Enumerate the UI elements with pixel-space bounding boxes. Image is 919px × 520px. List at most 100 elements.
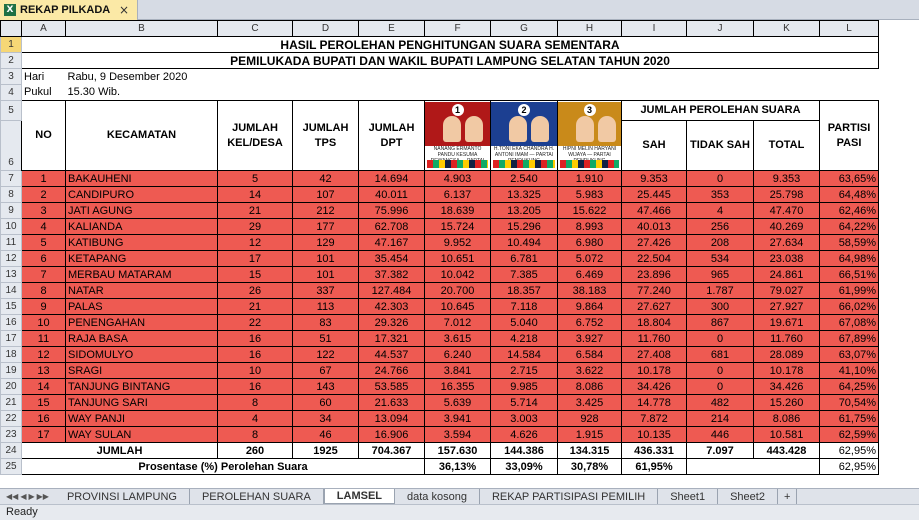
cell-kel-desa[interactable]: 15	[217, 266, 293, 283]
cell-no[interactable]: 12	[21, 346, 66, 363]
cell-dpt[interactable]: 62.708	[358, 218, 425, 235]
row-header[interactable]: 25	[0, 458, 22, 475]
cell-candidate-1[interactable]: 6.240	[424, 346, 491, 363]
total-tps[interactable]: 1925	[292, 442, 359, 459]
total-candidate-2[interactable]: 144.386	[490, 442, 558, 459]
cell-total[interactable]: 40.269	[753, 218, 820, 235]
cell-kel-desa[interactable]: 8	[217, 394, 293, 411]
cell-kecamatan[interactable]: TANJUNG BINTANG	[65, 378, 218, 395]
empty-cell[interactable]	[686, 458, 820, 475]
cell-candidate-3[interactable]: 3.425	[557, 394, 622, 411]
cell-candidate-2[interactable]: 18.357	[490, 282, 558, 299]
cell-tps[interactable]: 113	[292, 298, 359, 315]
total-partisipasi[interactable]: 62,95%	[819, 442, 879, 459]
cell-candidate-1[interactable]: 18.639	[424, 202, 491, 219]
cell-partisipasi[interactable]: 58,59%	[819, 234, 879, 251]
column-header-b[interactable]: B	[65, 20, 218, 37]
pukul-value[interactable]: 15.30 Wib.	[67, 86, 121, 99]
row-header[interactable]: 3	[0, 68, 22, 85]
cell-partisipasi[interactable]: 63,07%	[819, 346, 879, 363]
cell-tps[interactable]: 177	[292, 218, 359, 235]
sheet-title[interactable]: HASIL PEROLEHAN PENGHITUNGAN SUARA SEMEN…	[21, 36, 879, 53]
cell-candidate-1[interactable]: 9.952	[424, 234, 491, 251]
sheet-tab[interactable]: PROVINSI LAMPUNG	[55, 489, 190, 504]
cell-tps[interactable]: 101	[292, 250, 359, 267]
candidate-2-photo[interactable]: 2 H.TONI EKA CHANDRA H. ANTONI IMAM — PAR…	[490, 100, 558, 171]
cell-kecamatan[interactable]: KATIBUNG	[65, 234, 218, 251]
cell-kecamatan[interactable]: TANJUNG SARI	[65, 394, 218, 411]
cell-candidate-3[interactable]: 1.915	[557, 426, 622, 443]
cell-kecamatan[interactable]: JATI AGUNG	[65, 202, 218, 219]
cell-partisipasi[interactable]: 64,22%	[819, 218, 879, 235]
row-header[interactable]: 1	[0, 36, 22, 53]
cell-no[interactable]: 9	[21, 298, 66, 315]
column-header-k[interactable]: K	[753, 20, 820, 37]
cell-no[interactable]: 1	[21, 170, 66, 187]
cell-sah[interactable]: 27.627	[621, 298, 687, 315]
cell-tidak-sah[interactable]: 353	[686, 186, 754, 203]
total-kel-desa[interactable]: 260	[217, 442, 293, 459]
cell-kecamatan[interactable]: PALAS	[65, 298, 218, 315]
sheet-subtitle[interactable]: PEMILUKADA BUPATI DAN WAKIL BUPATI LAMPU…	[21, 52, 879, 69]
cell-candidate-1[interactable]: 10.042	[424, 266, 491, 283]
row-header[interactable]: 21	[0, 394, 22, 411]
cell-candidate-3[interactable]: 928	[557, 410, 622, 427]
cell-candidate-2[interactable]: 6.781	[490, 250, 558, 267]
cell-sah[interactable]: 11.760	[621, 330, 687, 347]
total-total[interactable]: 443.428	[753, 442, 820, 459]
cell-no[interactable]: 13	[21, 362, 66, 379]
cell-dpt[interactable]: 35.454	[358, 250, 425, 267]
next-sheet-icon[interactable]: ▶	[28, 491, 35, 501]
header-tidak-sah[interactable]: TIDAK SAH	[686, 120, 754, 171]
cell-sah[interactable]: 27.408	[621, 346, 687, 363]
cell-no[interactable]: 14	[21, 378, 66, 395]
cell-kecamatan[interactable]: BAKAUHENI	[65, 170, 218, 187]
header-jumlah-kel-desa[interactable]: JUMLAH KEL/DESA	[217, 100, 293, 171]
cell-candidate-2[interactable]: 2.715	[490, 362, 558, 379]
sheet-tab[interactable]: LAMSEL	[323, 489, 396, 504]
cell-tps[interactable]: 101	[292, 266, 359, 283]
cell-partisipasi[interactable]: 67,08%	[819, 314, 879, 331]
cell-tidak-sah[interactable]: 256	[686, 218, 754, 235]
cell-candidate-2[interactable]: 10.494	[490, 234, 558, 251]
row-header[interactable]: 17	[0, 330, 22, 347]
cell-no[interactable]: 2	[21, 186, 66, 203]
cell-tps[interactable]: 46	[292, 426, 359, 443]
cell-kecamatan[interactable]: KETAPANG	[65, 250, 218, 267]
cell-kel-desa[interactable]: 12	[217, 234, 293, 251]
column-header-c[interactable]: C	[217, 20, 293, 37]
totals-label[interactable]: JUMLAH	[21, 442, 218, 459]
cell-candidate-3[interactable]: 5.072	[557, 250, 622, 267]
cell-kecamatan[interactable]: CANDIPURO	[65, 186, 218, 203]
cell-tps[interactable]: 60	[292, 394, 359, 411]
cell-kecamatan[interactable]: SIDOMULYO	[65, 346, 218, 363]
cell-candidate-2[interactable]: 4.626	[490, 426, 558, 443]
cell-tps[interactable]: 42	[292, 170, 359, 187]
cell-dpt[interactable]: 37.382	[358, 266, 425, 283]
cell-sah[interactable]: 47.466	[621, 202, 687, 219]
cell-candidate-3[interactable]: 8.086	[557, 378, 622, 395]
column-header-e[interactable]: E	[358, 20, 425, 37]
cell-kecamatan[interactable]: RAJA BASA	[65, 330, 218, 347]
cell-tidak-sah[interactable]: 300	[686, 298, 754, 315]
row-header[interactable]: 4	[0, 84, 22, 101]
column-header-h[interactable]: H	[557, 20, 622, 37]
cell-candidate-2[interactable]: 13.325	[490, 186, 558, 203]
cell-tidak-sah[interactable]: 867	[686, 314, 754, 331]
cell-sah[interactable]: 23.896	[621, 266, 687, 283]
cell-candidate-2[interactable]: 15.296	[490, 218, 558, 235]
total-sah[interactable]: 436.331	[621, 442, 687, 459]
cell-candidate-1[interactable]: 3.841	[424, 362, 491, 379]
cell-dpt[interactable]: 127.484	[358, 282, 425, 299]
first-sheet-icon[interactable]: ◀◀	[6, 491, 19, 501]
header-partisipasi[interactable]: PARTISI PASI	[819, 100, 879, 171]
cell-candidate-3[interactable]: 5.983	[557, 186, 622, 203]
cell-sah[interactable]: 25.445	[621, 186, 687, 203]
cell-tidak-sah[interactable]: 446	[686, 426, 754, 443]
percent-sah[interactable]: 61,95%	[621, 458, 687, 475]
cell-kel-desa[interactable]: 22	[217, 314, 293, 331]
cell-partisipasi[interactable]: 66,02%	[819, 298, 879, 315]
percent-label[interactable]: Prosentase (%) Perolehan Suara	[21, 458, 425, 475]
